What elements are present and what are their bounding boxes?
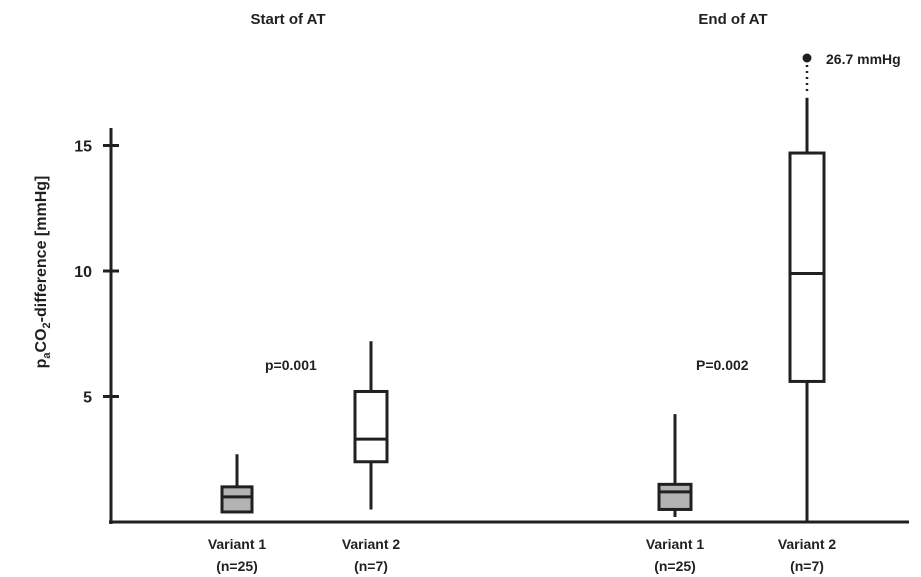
box-iqr [353,389,389,464]
category-n-label: (n=7) [790,558,824,574]
box-iqr [657,482,693,511]
box-iqr [788,151,826,383]
box-iqr [220,485,254,514]
category-n-label: (n=7) [354,558,388,574]
y-axis-label: paCO2-difference [mmHg] [33,176,53,369]
y-tick-label: 10 [74,264,92,281]
group-title-start: Start of AT [251,11,326,28]
category-label: Variant 1 [208,536,267,552]
outlier-label: 26.7 mmHg [826,51,901,67]
category-label: Variant 1 [646,536,705,552]
y-tick-label: 5 [83,390,92,407]
y-tick-label: 15 [74,139,92,156]
category-n-label: (n=25) [216,558,258,574]
category-label: Variant 2 [342,536,401,552]
group-title-end: End of AT [698,11,767,28]
outlier-point [802,53,812,63]
p-value-start: p=0.001 [265,357,317,373]
category-label: Variant 2 [778,536,837,552]
p-value-end: P=0.002 [696,357,749,373]
category-n-label: (n=25) [654,558,696,574]
